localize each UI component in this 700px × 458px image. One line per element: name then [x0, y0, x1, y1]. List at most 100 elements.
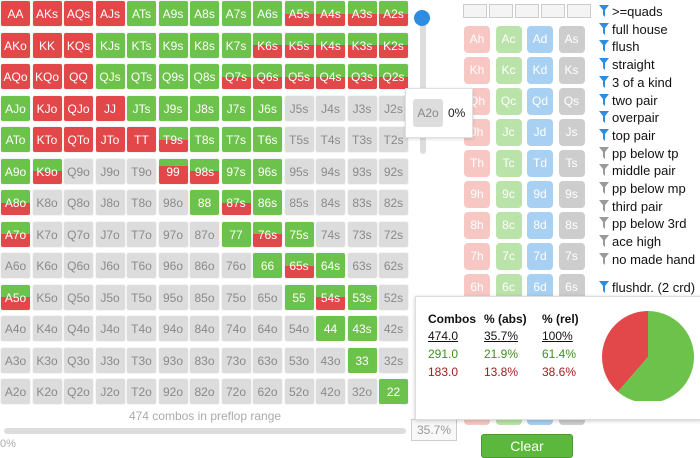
vertical-slider-track[interactable]: [420, 14, 426, 154]
hand-cell[interactable]: T9s: [157, 126, 189, 153]
hand-cell[interactable]: A5o: [0, 283, 31, 311]
card-Kh[interactable]: Kh: [464, 57, 490, 84]
hand-cell[interactable]: QQ: [63, 63, 94, 90]
hand-cell[interactable]: K5s: [283, 31, 315, 59]
hand-cell[interactable]: 96s: [252, 157, 283, 185]
hand-cell[interactable]: K8o: [31, 189, 63, 216]
hand-cell[interactable]: 84o: [189, 315, 220, 342]
hand-cell[interactable]: K9s: [157, 31, 189, 59]
hand-cell[interactable]: JJ: [94, 94, 126, 122]
hand-cell[interactable]: A5s: [283, 0, 315, 27]
card-9s[interactable]: 9s: [558, 181, 585, 208]
hand-cell[interactable]: Q3s: [346, 63, 378, 90]
hand-cell[interactable]: T2s: [378, 126, 409, 153]
filter-item[interactable]: flush: [599, 39, 639, 57]
hand-cell[interactable]: 98o: [157, 189, 189, 216]
hand-cell[interactable]: J5o: [94, 283, 126, 311]
hand-cell[interactable]: 93s: [346, 157, 378, 185]
hand-cell[interactable]: KJs: [94, 31, 126, 59]
hand-cell[interactable]: AA: [0, 0, 31, 27]
hand-cell[interactable]: K3s: [346, 31, 378, 59]
card-7d[interactable]: 7d: [527, 243, 553, 270]
hand-cell[interactable]: 32o: [346, 378, 378, 405]
hand-cell[interactable]: A2o: [0, 378, 31, 405]
filter-item[interactable]: full house: [599, 22, 668, 40]
card-Tc[interactable]: Tc: [495, 150, 522, 177]
hand-cell[interactable]: 95s: [283, 157, 315, 185]
hand-cell[interactable]: Q8o: [63, 189, 94, 216]
filter-item[interactable]: ace high: [599, 234, 661, 252]
hand-cell[interactable]: T5s: [283, 126, 315, 153]
hand-cell[interactable]: ATo: [0, 126, 31, 153]
hand-cell[interactable]: 82s: [378, 189, 409, 216]
hand-cell[interactable]: AQs: [63, 0, 94, 27]
filter-item[interactable]: two pair: [599, 93, 658, 111]
hand-cell[interactable]: 97s: [220, 157, 252, 185]
hand-cell[interactable]: AJo: [0, 94, 31, 122]
hand-cell[interactable]: QJs: [94, 63, 126, 90]
board-tab-4[interactable]: [541, 4, 565, 18]
hand-cell[interactable]: 52o: [283, 378, 315, 405]
hand-cell[interactable]: 87o: [189, 220, 220, 248]
clear-button[interactable]: Clear: [481, 434, 573, 458]
hand-cell[interactable]: 74s: [315, 220, 346, 248]
hand-cell[interactable]: A6o: [0, 252, 31, 279]
hand-cell[interactable]: T4s: [315, 126, 346, 153]
hand-cell[interactable]: 53s: [346, 283, 378, 311]
hand-cell[interactable]: AQo: [0, 63, 31, 90]
hand-cell[interactable]: A8s: [189, 0, 220, 27]
hand-cell[interactable]: Q9o: [63, 157, 94, 185]
hand-cell[interactable]: K8s: [189, 31, 220, 59]
filter-item[interactable]: top pair: [599, 128, 655, 146]
card-8s[interactable]: 8s: [558, 212, 585, 239]
card-As[interactable]: As: [558, 26, 585, 53]
hand-cell[interactable]: 62o: [252, 378, 283, 405]
hand-cell[interactable]: 83s: [346, 189, 378, 216]
hand-cell[interactable]: 98s: [189, 157, 220, 185]
hand-cell[interactable]: 62s: [378, 252, 409, 279]
hand-cell[interactable]: 75s: [283, 220, 315, 248]
filter-item[interactable]: no made hand: [599, 252, 695, 270]
hand-cell[interactable]: 96o: [157, 252, 189, 279]
hand-cell[interactable]: 64o: [252, 315, 283, 342]
card-Ts[interactable]: Ts: [558, 150, 585, 177]
hand-cell[interactable]: 93o: [157, 346, 189, 374]
hand-cell[interactable]: 85s: [283, 189, 315, 216]
card-7s[interactable]: 7s: [558, 243, 585, 270]
filter-item[interactable]: flushdr. (2 crd): [599, 280, 695, 298]
hand-cell[interactable]: QTs: [126, 63, 157, 90]
hand-cell[interactable]: A2s: [378, 0, 409, 27]
hand-cell[interactable]: 83o: [189, 346, 220, 374]
hand-cell[interactable]: A8o: [0, 189, 31, 216]
card-8h[interactable]: 8h: [464, 212, 490, 239]
hand-cell[interactable]: 73s: [346, 220, 378, 248]
card-Ks[interactable]: Ks: [558, 57, 585, 84]
hand-cell[interactable]: 22: [378, 378, 409, 405]
hand-cell[interactable]: Q5s: [283, 63, 315, 90]
hand-cell[interactable]: J6o: [94, 252, 126, 279]
hand-cell[interactable]: K7s: [220, 31, 252, 59]
card-9h[interactable]: 9h: [464, 181, 490, 208]
hand-cell[interactable]: J3o: [94, 346, 126, 374]
hand-cell[interactable]: Q7s: [220, 63, 252, 90]
card-Jc[interactable]: Jc: [495, 119, 522, 146]
hand-cell[interactable]: K9o: [31, 157, 63, 185]
hand-cell[interactable]: 43s: [346, 315, 378, 342]
hand-cell[interactable]: KTs: [126, 31, 157, 59]
hand-cell[interactable]: 95o: [157, 283, 189, 311]
hand-cell[interactable]: T5o: [126, 283, 157, 311]
hand-cell[interactable]: 92s: [378, 157, 409, 185]
hand-cell[interactable]: A7o: [0, 220, 31, 248]
hand-cell[interactable]: Q8s: [189, 63, 220, 90]
hand-cell[interactable]: 87s: [220, 189, 252, 216]
hand-cell[interactable]: J7s: [220, 94, 252, 122]
hand-cell[interactable]: 82o: [189, 378, 220, 405]
hand-cell[interactable]: 97o: [157, 220, 189, 248]
hand-cell[interactable]: A7s: [220, 0, 252, 27]
hand-cell[interactable]: 65o: [252, 283, 283, 311]
hand-cell[interactable]: 65s: [283, 252, 315, 279]
hand-cell[interactable]: QJo: [63, 94, 94, 122]
hand-cell[interactable]: Q4o: [63, 315, 94, 342]
card-Ad[interactable]: Ad: [527, 26, 553, 53]
hand-cell[interactable]: J2s: [378, 94, 409, 122]
